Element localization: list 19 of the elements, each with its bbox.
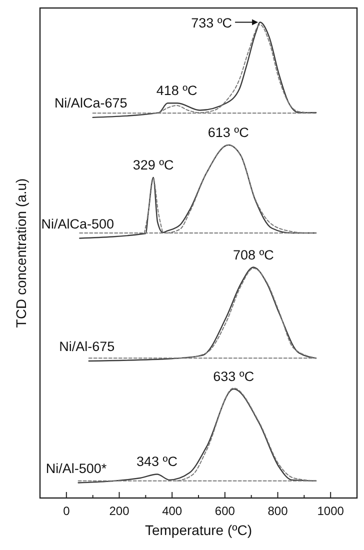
y-axis-title: TCD concentration (a.u) [13,178,29,328]
x-tick-label: 0 [63,504,70,518]
x-tick-label: 800 [268,504,288,518]
series-label: Ni/AlCa-675 [54,95,128,110]
x-tick-label: 600 [214,504,236,518]
annotation: 418 ºC [156,83,198,98]
annotation: 708 ºC [232,247,274,262]
series-label: Ni/Al-675 [59,338,115,354]
x-tick-label: 400 [162,504,182,518]
annotation: 733 ºC [191,15,232,30]
x-axis-title: Temperature (ºC) [144,522,252,538]
series-label: Ni/AlCa-500 [41,216,114,232]
annotation: 329 ºC [132,157,174,172]
annotation: 613 ºC [208,125,250,140]
x-tick-label: 200 [109,504,130,518]
series-label: Ni/Al-500* [46,460,108,476]
x-tick-label: 1000 [317,504,344,518]
annotation: 343 ºC [136,454,178,470]
annotation: 633 ºC [213,369,254,384]
